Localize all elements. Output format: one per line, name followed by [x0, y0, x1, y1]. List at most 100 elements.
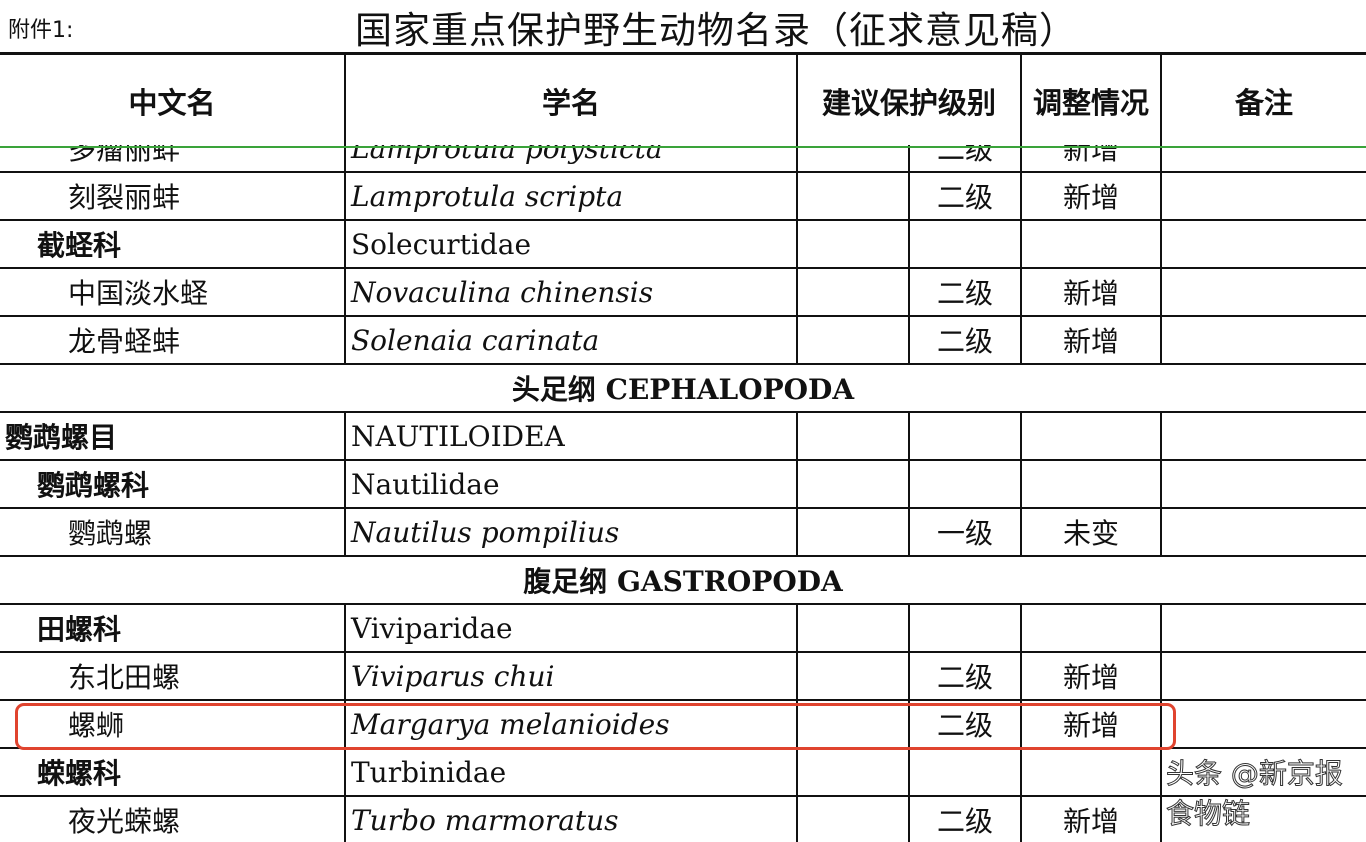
header-chinese-name: 中文名: [0, 52, 346, 148]
adjustment-status: 新增: [1020, 795, 1162, 842]
annex-label: 附件1:: [8, 18, 74, 43]
scientific-name: NAUTILOIDEA: [344, 411, 798, 461]
family-row: 蝾螺科 Turbinidae: [0, 747, 1366, 797]
protection-level: 二级: [908, 651, 1022, 701]
table-row: 刻裂丽蚌 Lamprotula scripta 二级 新增: [0, 171, 1366, 221]
empty-cell: [1160, 219, 1366, 269]
highlight-box: [15, 703, 1176, 750]
adjustment-status: 新增: [1020, 315, 1162, 365]
class-label: 腹足纲 GASTROPODA: [0, 555, 1366, 605]
empty-cell: [796, 145, 910, 173]
chinese-name: 鹦鹉螺目: [0, 411, 346, 461]
scientific-name: Solecurtidae: [344, 219, 798, 269]
empty-cell: [796, 795, 910, 842]
scientific-name: Margarya melanioides: [344, 699, 798, 749]
chinese-name: 鹦鹉螺: [0, 507, 346, 557]
empty-cell: [1160, 411, 1366, 461]
empty-cell: [1020, 411, 1162, 461]
empty-cell: [796, 699, 910, 749]
empty-cell: [1020, 459, 1162, 509]
scientific-name: Nautilus pompilius: [344, 507, 798, 557]
table-body: 多瘤丽蚌 Lamprotula polysticta 二级 新增 刻裂丽蚌 Lamprot…: [0, 145, 1366, 842]
remarks: [1160, 795, 1366, 842]
empty-cell: [796, 411, 910, 461]
header-protection-level: 建议保护级别: [797, 52, 1022, 148]
scientific-name: Viviparidae: [344, 603, 798, 653]
remarks: [1160, 171, 1366, 221]
chinese-name: 截蛏科: [0, 219, 346, 269]
remarks: [1160, 145, 1366, 173]
watermark: 头条 @新京报食物链: [1166, 757, 1344, 831]
empty-cell: [1020, 219, 1162, 269]
scientific-name: Novaculina chinensis: [344, 267, 798, 317]
class-label: 头足纲 CEPHALOPODA: [0, 363, 1366, 413]
remarks: [1160, 699, 1366, 749]
family-row: 截蛏科 Solecurtidae: [0, 219, 1366, 269]
empty-cell: [796, 459, 910, 509]
protection-level: 二级: [908, 145, 1022, 173]
empty-cell: [908, 219, 1022, 269]
protection-level: 二级: [908, 699, 1022, 749]
adjustment-status: 新增: [1020, 651, 1162, 701]
class-row: 头足纲 CEPHALOPODA: [0, 363, 1366, 413]
empty-cell: [908, 603, 1022, 653]
scientific-name: Turbinidae: [344, 747, 798, 797]
empty-cell: [1020, 603, 1162, 653]
chinese-name: 中国淡水蛏: [0, 267, 346, 317]
table-row: 多瘤丽蚌 Lamprotula polysticta 二级 新增: [0, 145, 1366, 173]
table-row: 螺蛳 Margarya melanioides 二级 新增: [0, 699, 1366, 749]
protection-level: 二级: [908, 795, 1022, 842]
empty-cell: [1020, 747, 1162, 797]
family-row: 田螺科 Viviparidae: [0, 603, 1366, 653]
header-scientific-name: 学名: [345, 52, 798, 148]
scientific-name: Viviparus chui: [344, 651, 798, 701]
empty-cell: [1160, 459, 1366, 509]
protection-level: 一级: [908, 507, 1022, 557]
chinese-name: 蝾螺科: [0, 747, 346, 797]
empty-cell: [796, 315, 910, 365]
freeze-pane-line: [0, 146, 1366, 148]
empty-cell: [908, 747, 1022, 797]
empty-cell: [908, 459, 1022, 509]
scientific-name: Lamprotula scripta: [344, 171, 798, 221]
empty-cell: [796, 171, 910, 221]
remarks: [1160, 267, 1366, 317]
table-row: 中国淡水蛏 Novaculina chinensis 二级 新增: [0, 267, 1366, 317]
chinese-name: 多瘤丽蚌: [0, 145, 346, 173]
protection-level: 二级: [908, 171, 1022, 221]
empty-cell: [796, 651, 910, 701]
empty-cell: [1160, 603, 1366, 653]
adjustment-status: 新增: [1020, 171, 1162, 221]
empty-cell: [796, 507, 910, 557]
scientific-name: Nautilidae: [344, 459, 798, 509]
table-row: 龙骨蛏蚌 Solenaia carinata 二级 新增: [0, 315, 1366, 365]
remarks: [1160, 315, 1366, 365]
chinese-name: 鹦鹉螺科: [0, 459, 346, 509]
chinese-name: 刻裂丽蚌: [0, 171, 346, 221]
empty-cell: [796, 219, 910, 269]
family-row: 鹦鹉螺科 Nautilidae: [0, 459, 1366, 509]
adjustment-status: 新增: [1020, 267, 1162, 317]
table-row: 东北田螺 Viviparus chui 二级 新增: [0, 651, 1366, 701]
order-row: 鹦鹉螺目 NAUTILOIDEA: [0, 411, 1366, 461]
protection-level: 二级: [908, 315, 1022, 365]
class-row: 腹足纲 GASTROPODA: [0, 555, 1366, 605]
empty-cell: [796, 267, 910, 317]
remarks: [1160, 651, 1366, 701]
protection-level: 二级: [908, 267, 1022, 317]
chinese-name: 龙骨蛏蚌: [0, 315, 346, 365]
document-title: 国家重点保护野生动物名录（征求意见稿）: [355, 9, 1077, 52]
header-remarks: 备注: [1161, 52, 1366, 148]
empty-cell: [908, 411, 1022, 461]
empty-cell: [796, 747, 910, 797]
empty-cell: [796, 603, 910, 653]
adjustment-status: 未变: [1020, 507, 1162, 557]
scientific-name: Lamprotula polysticta: [344, 145, 798, 173]
chinese-name: 夜光蝾螺: [0, 795, 346, 842]
empty-cell: [1160, 747, 1366, 797]
header-adjustment: 调整情况: [1021, 52, 1162, 148]
scientific-name: Solenaia carinata: [344, 315, 798, 365]
scientific-name: Turbo marmoratus: [344, 795, 798, 842]
adjustment-status: 新增: [1020, 145, 1162, 173]
remarks: [1160, 507, 1366, 557]
